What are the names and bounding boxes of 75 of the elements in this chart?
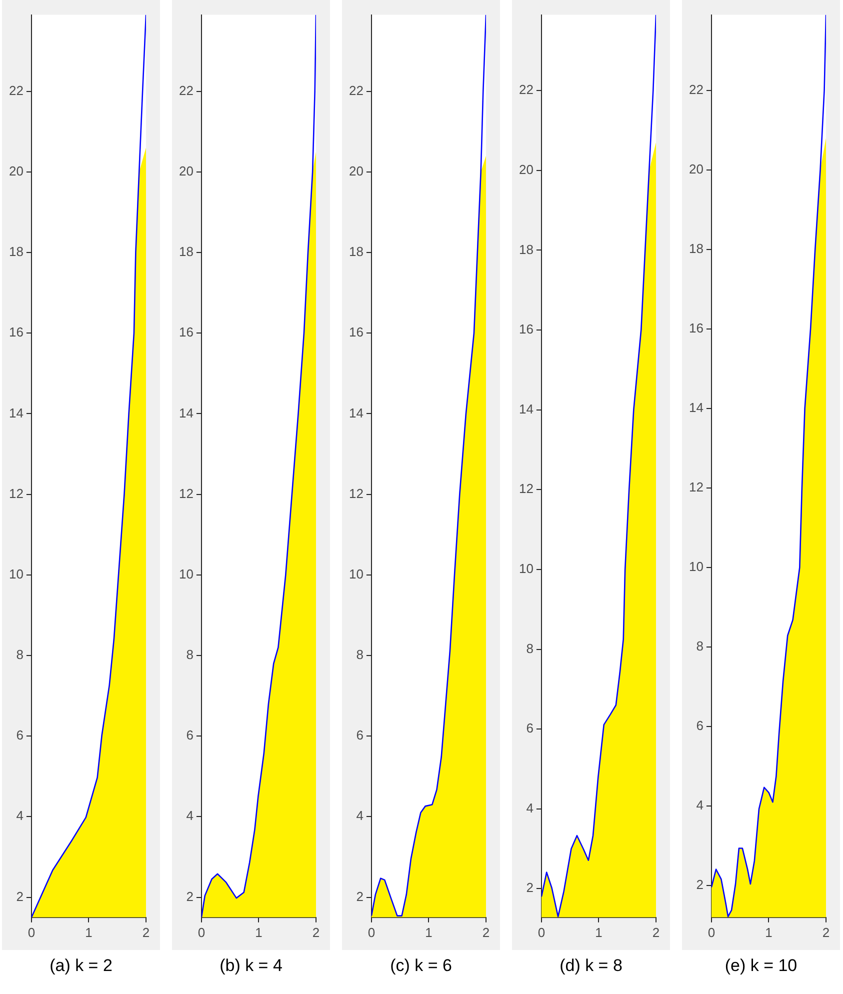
y-tick-label: 10	[348, 566, 364, 582]
y-tick-label: 4	[356, 808, 364, 824]
x-tick-label: 0	[708, 924, 716, 940]
x-tick-label: 1	[595, 924, 602, 940]
y-tick-label: 2	[16, 888, 24, 904]
x-tick-label: 2	[142, 924, 150, 940]
y-tick-label: 22	[8, 82, 24, 98]
y-tick-label: 8	[696, 638, 704, 654]
x-tick-label: 1	[425, 924, 432, 940]
x-axis-title: (a) k = 2	[50, 956, 112, 976]
y-tick-label: 4	[526, 800, 534, 816]
y-tick-label: 20	[348, 164, 364, 179]
y-tick-label: 16	[688, 320, 704, 336]
x-tick-label: 1	[255, 924, 262, 940]
y-tick-label: 12	[518, 481, 534, 496]
y-tick-label: 18	[688, 240, 704, 256]
x-axis-title: (d) k = 8	[560, 956, 622, 976]
y-tick-label: 8	[526, 640, 534, 656]
y-tick-label: 6	[186, 728, 194, 743]
x-tick-label: 0	[28, 924, 36, 940]
x-tick-label: 2	[652, 924, 660, 940]
y-tick-label: 2	[526, 880, 534, 896]
x-tick-label: 2	[822, 924, 830, 940]
y-tick-label: 6	[526, 720, 534, 736]
x-axis-title: (e) k = 10	[724, 956, 798, 976]
x-tick-label: 1	[85, 924, 92, 940]
y-tick-label: 22	[348, 82, 364, 98]
y-tick-label: 2	[696, 877, 704, 892]
y-tick-label: 14	[178, 405, 194, 420]
x-tick-label: 0	[368, 924, 376, 940]
y-tick-label: 14	[8, 405, 24, 420]
y-tick-label: 20	[8, 164, 24, 179]
y-tick-label: 12	[8, 486, 24, 501]
y-tick-label: 18	[518, 242, 534, 257]
x-axis-title: (c) k = 6	[390, 956, 452, 976]
y-tick-label: 20	[178, 164, 194, 179]
y-tick-label: 2	[186, 888, 194, 904]
y-tick-label: 18	[8, 244, 24, 260]
y-tick-label: 4	[186, 808, 194, 824]
y-tick-label: 4	[696, 798, 704, 813]
y-tick-label: 12	[348, 486, 364, 501]
y-tick-label: 12	[688, 480, 704, 495]
y-tick-label: 22	[518, 82, 534, 98]
y-tick-label: 4	[16, 808, 24, 824]
y-tick-label: 14	[348, 405, 364, 420]
y-tick-label: 8	[356, 647, 364, 662]
y-tick-label: 18	[348, 244, 364, 260]
y-tick-label: 8	[186, 647, 194, 662]
y-tick-label: 16	[178, 324, 194, 340]
y-tick-label: 6	[696, 718, 704, 734]
x-tick-label: 2	[482, 924, 490, 940]
y-tick-label: 18	[178, 244, 194, 260]
y-tick-label: 6	[356, 728, 364, 743]
y-tick-label: 8	[16, 647, 24, 662]
x-axis-title: (b) k = 4	[220, 956, 282, 976]
y-tick-label: 16	[518, 322, 534, 337]
y-tick-label: 20	[688, 161, 704, 176]
x-tick-label: 1	[765, 924, 772, 940]
y-tick-label: 16	[348, 324, 364, 340]
x-tick-label: 0	[538, 924, 546, 940]
y-tick-label: 10	[8, 566, 24, 582]
y-tick-label: 10	[178, 566, 194, 582]
y-tick-label: 20	[518, 162, 534, 177]
y-tick-label: 2	[356, 888, 364, 904]
y-tick-label: 10	[518, 561, 534, 576]
y-tick-label: 6	[16, 728, 24, 743]
x-tick-label: 2	[312, 924, 320, 940]
y-tick-label: 22	[178, 82, 194, 98]
y-tick-label: 12	[178, 486, 194, 501]
y-tick-label: 10	[688, 559, 704, 574]
y-tick-label: 14	[688, 400, 704, 416]
x-tick-label: 0	[198, 924, 206, 940]
y-tick-label: 22	[688, 82, 704, 97]
y-tick-label: 14	[518, 401, 534, 416]
y-tick-label: 16	[8, 324, 24, 340]
